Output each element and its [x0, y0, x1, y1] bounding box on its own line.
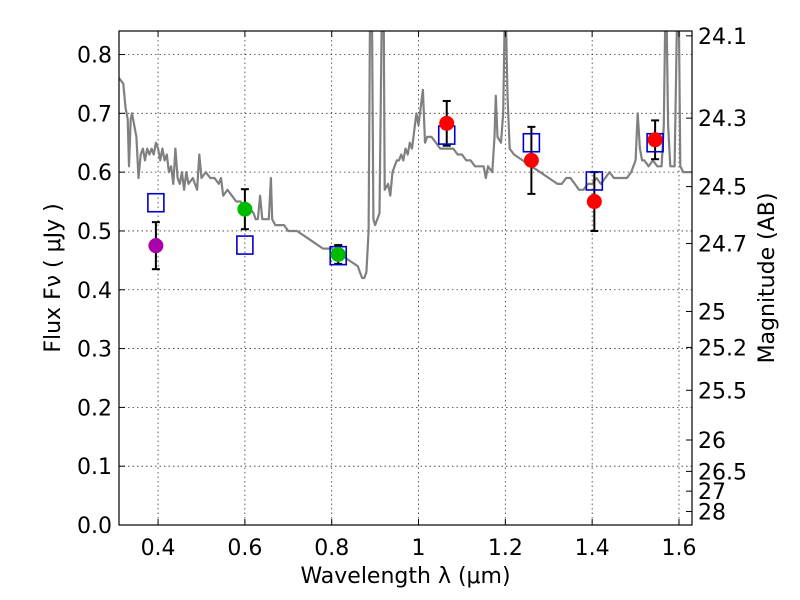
x-ticks: 0.4 0.6 0.8 1 1.2 1.4 1.6 [141, 31, 696, 561]
model-squares [147, 125, 664, 266]
x-tick-label: 1 [412, 536, 426, 561]
x-tick-label: 0.4 [141, 536, 176, 561]
y-tick-label: 0.5 [77, 220, 112, 245]
observed-point [148, 238, 164, 254]
y-tick-label: 0.6 [77, 161, 112, 186]
plot-frame [118, 30, 693, 526]
model-square [236, 235, 254, 255]
y-axis-label: Flux Fν ( μJy ) [41, 203, 66, 352]
spectrum-layer [119, 31, 692, 280]
observed-point [647, 132, 663, 148]
observed-point [523, 152, 539, 168]
model-square [522, 132, 541, 153]
mag-tick-label: 24.3 [698, 107, 747, 132]
spectrum-line [119, 31, 692, 280]
x-tick-label: 0.8 [314, 536, 349, 561]
x-tick-label: 1.6 [661, 536, 696, 561]
x-tick-label: 1.2 [488, 536, 523, 561]
y-tick-label: 0.3 [77, 338, 112, 363]
model-square [147, 192, 165, 213]
observed-points [148, 115, 663, 262]
observed-point [586, 194, 602, 210]
x-tick-label: 0.6 [227, 536, 262, 561]
grid-lines [119, 31, 692, 526]
mag-tick-label: 24.5 [698, 176, 747, 201]
mag-tick-label: 24.1 [698, 25, 747, 50]
x-axis-label: Wavelength λ (μm) [300, 564, 510, 589]
mag-tick-label: 26 [698, 429, 726, 454]
y-tick-label: 0.7 [77, 102, 112, 127]
observed-point [439, 115, 455, 131]
x-tick-label: 1.4 [575, 536, 610, 561]
model-square [329, 245, 348, 266]
mag-tick-label: 27 [698, 480, 726, 505]
y2-axis-label: Magnitude (AB) [755, 193, 780, 364]
observed-point [237, 201, 253, 217]
mag-tick-label: 25.5 [698, 379, 747, 404]
mag-tick-label: 25.2 [698, 336, 747, 361]
mag-tick-label: 28 [698, 501, 726, 526]
mag-tick-label: 24.7 [698, 233, 747, 258]
error-bars [151, 99, 660, 271]
y-tick-label: 0.1 [77, 455, 112, 480]
mag-tick-label: 25 [698, 300, 726, 325]
y-tick-label: 0.0 [77, 514, 112, 539]
y-tick-label: 0.4 [77, 279, 112, 304]
y-ticks: 0.0 0.1 0.2 0.3 0.4 0.5 0.6 0.7 0.8 [77, 44, 125, 539]
model-square [585, 171, 604, 191]
observed-point [330, 246, 346, 262]
mag-tick-label: 26.5 [698, 460, 747, 485]
y-tick-label: 0.2 [77, 396, 112, 421]
y-tick-label: 0.8 [77, 44, 112, 69]
